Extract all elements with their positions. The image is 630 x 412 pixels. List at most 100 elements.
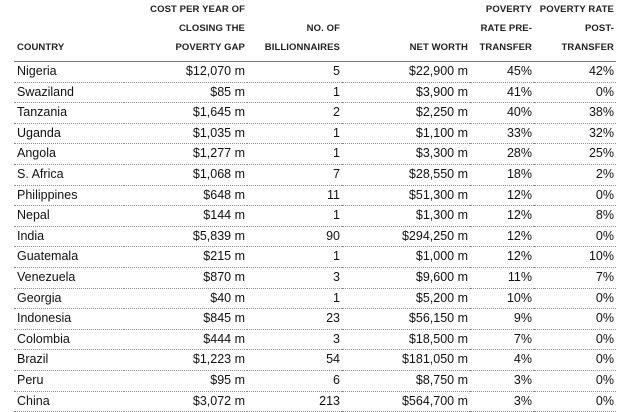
cell-billionaires: 54 xyxy=(247,349,342,371)
cell-cost: $215 m xyxy=(124,246,247,268)
header-line: TRANSFER xyxy=(479,42,532,53)
cell-billionaires: 23 xyxy=(247,308,342,330)
table-row: S. Africa $1,068 m 7 $28,550 m 18% 2% xyxy=(14,164,616,186)
cell-net-worth: $2,250 m xyxy=(342,102,470,124)
header-cost: COST PER YEAR OF CLOSING THE POVERTY GAP xyxy=(124,0,247,62)
table-body: Nigeria $12,070 m 5 $22,900 m 45% 42% Swazila… xyxy=(14,61,616,412)
cell-poverty-post: 10% xyxy=(534,246,616,268)
cell-cost: $1,277 m xyxy=(124,143,247,165)
header-line: COUNTRY xyxy=(17,42,65,53)
header-line xyxy=(17,19,122,38)
cell-country: Nigeria xyxy=(14,61,124,83)
cell-cost: $144 m xyxy=(124,205,247,227)
cell-poverty-pre: 12% xyxy=(470,185,534,207)
cell-billionaires: 1 xyxy=(247,123,342,145)
cell-cost: $1,645 m xyxy=(124,102,247,124)
cell-poverty-post: 0% xyxy=(534,185,616,207)
cell-poverty-post: 42% xyxy=(534,61,616,83)
cell-country: Guatemala xyxy=(14,246,124,268)
cell-country: Swaziland xyxy=(14,82,124,104)
cell-net-worth: $9,600 m xyxy=(342,267,470,289)
cell-billionaires: 3 xyxy=(247,329,342,351)
table-row: Philippines $648 m 11 $51,300 m 12% 0% xyxy=(14,185,616,207)
cell-poverty-post: 0% xyxy=(534,308,616,330)
header-line: NO. OF xyxy=(306,23,340,34)
cell-poverty-post: 32% xyxy=(534,123,616,145)
cell-cost: $1,035 m xyxy=(124,123,247,145)
cell-net-worth: $18,500 m xyxy=(342,329,470,351)
table-row: Uganda $1,035 m 1 $1,100 m 33% 32% xyxy=(14,123,616,145)
cell-country: Philippines xyxy=(14,185,124,207)
cell-billionaires: 5 xyxy=(247,61,342,83)
header-line: NET WORTH xyxy=(409,42,468,53)
cell-poverty-post: 0% xyxy=(534,349,616,371)
cell-billionaires: 2 xyxy=(247,102,342,124)
header-line xyxy=(344,19,468,38)
header-line: POVERTY RATE xyxy=(539,4,614,15)
cell-net-worth: $51,300 m xyxy=(342,185,470,207)
header-line: POVERTY GAP xyxy=(175,42,245,53)
table-row: Nigeria $12,070 m 5 $22,900 m 45% 42% xyxy=(14,61,616,83)
table-row: Colombia $444 m 3 $18,500 m 7% 0% xyxy=(14,329,616,351)
cell-poverty-pre: 40% xyxy=(470,102,534,124)
cell-poverty-pre: 33% xyxy=(470,123,534,145)
cell-country: Indonesia xyxy=(14,308,124,330)
header-line: RATE PRE- xyxy=(480,23,532,34)
cell-poverty-pre: 7% xyxy=(470,329,534,351)
cell-poverty-pre: 3% xyxy=(470,391,534,412)
cell-net-worth: $181,050 m xyxy=(342,349,470,371)
table-header: COUNTRY COST PER YEAR OF CLOSING THE POV… xyxy=(14,0,616,62)
cell-billionaires: 1 xyxy=(247,246,342,268)
cell-net-worth: $5,200 m xyxy=(342,288,470,310)
header-line: BILLIONNAIRES xyxy=(264,42,340,53)
cell-poverty-pre: 45% xyxy=(470,61,534,83)
cell-cost: $1,223 m xyxy=(124,349,247,371)
cell-country: China xyxy=(14,391,124,412)
cell-cost: $40 m xyxy=(124,288,247,310)
cell-net-worth: $28,550 m xyxy=(342,164,470,186)
cell-billionaires: 1 xyxy=(247,288,342,310)
cell-country: Uganda xyxy=(14,123,124,145)
table-row: Georgia $40 m 1 $5,200 m 10% 0% xyxy=(14,288,616,310)
header-line xyxy=(344,0,468,19)
cell-poverty-pre: 41% xyxy=(470,82,534,104)
table-row: Tanzania $1,645 m 2 $2,250 m 40% 38% xyxy=(14,102,616,124)
cell-poverty-pre: 9% xyxy=(470,308,534,330)
table-row: Indonesia $845 m 23 $56,150 m 9% 0% xyxy=(14,308,616,330)
table-row: Brazil $1,223 m 54 $181,050 m 4% 0% xyxy=(14,349,616,371)
header-billionaires: NO. OF BILLIONNAIRES xyxy=(247,0,342,62)
cell-poverty-post: 0% xyxy=(534,370,616,392)
cell-net-worth: $3,900 m xyxy=(342,82,470,104)
cell-billionaires: 11 xyxy=(247,185,342,207)
cell-cost: $845 m xyxy=(124,308,247,330)
cell-country: Tanzania xyxy=(14,102,124,124)
table-row: Swaziland $85 m 1 $3,900 m 41% 0% xyxy=(14,82,616,104)
cell-cost: $648 m xyxy=(124,185,247,207)
table-row: Venezuela $870 m 3 $9,600 m 11% 7% xyxy=(14,267,616,289)
cell-billionaires: 3 xyxy=(247,267,342,289)
cell-poverty-pre: 12% xyxy=(470,205,534,227)
cell-country: S. Africa xyxy=(14,164,124,186)
header-line: COST PER YEAR OF xyxy=(150,4,245,15)
header-row: COUNTRY COST PER YEAR OF CLOSING THE POV… xyxy=(14,0,616,62)
cell-net-worth: $3,300 m xyxy=(342,143,470,165)
cell-poverty-post: 0% xyxy=(534,82,616,104)
cell-net-worth: $56,150 m xyxy=(342,308,470,330)
header-country: COUNTRY xyxy=(14,0,124,62)
cell-poverty-post: 8% xyxy=(534,205,616,227)
cell-poverty-post: 0% xyxy=(534,226,616,248)
cell-country: Colombia xyxy=(14,329,124,351)
cell-billionaires: 6 xyxy=(247,370,342,392)
cell-country: Angola xyxy=(14,143,124,165)
table-row: Angola $1,277 m 1 $3,300 m 28% 25% xyxy=(14,143,616,165)
cell-cost: $95 m xyxy=(124,370,247,392)
cell-cost: $85 m xyxy=(124,82,247,104)
cell-poverty-post: 0% xyxy=(534,288,616,310)
cell-net-worth: $294,250 m xyxy=(342,226,470,248)
cell-billionaires: 1 xyxy=(247,205,342,227)
cell-poverty-pre: 10% xyxy=(470,288,534,310)
cell-net-worth: $1,100 m xyxy=(342,123,470,145)
cell-billionaires: 90 xyxy=(247,226,342,248)
cell-cost: $5,839 m xyxy=(124,226,247,248)
